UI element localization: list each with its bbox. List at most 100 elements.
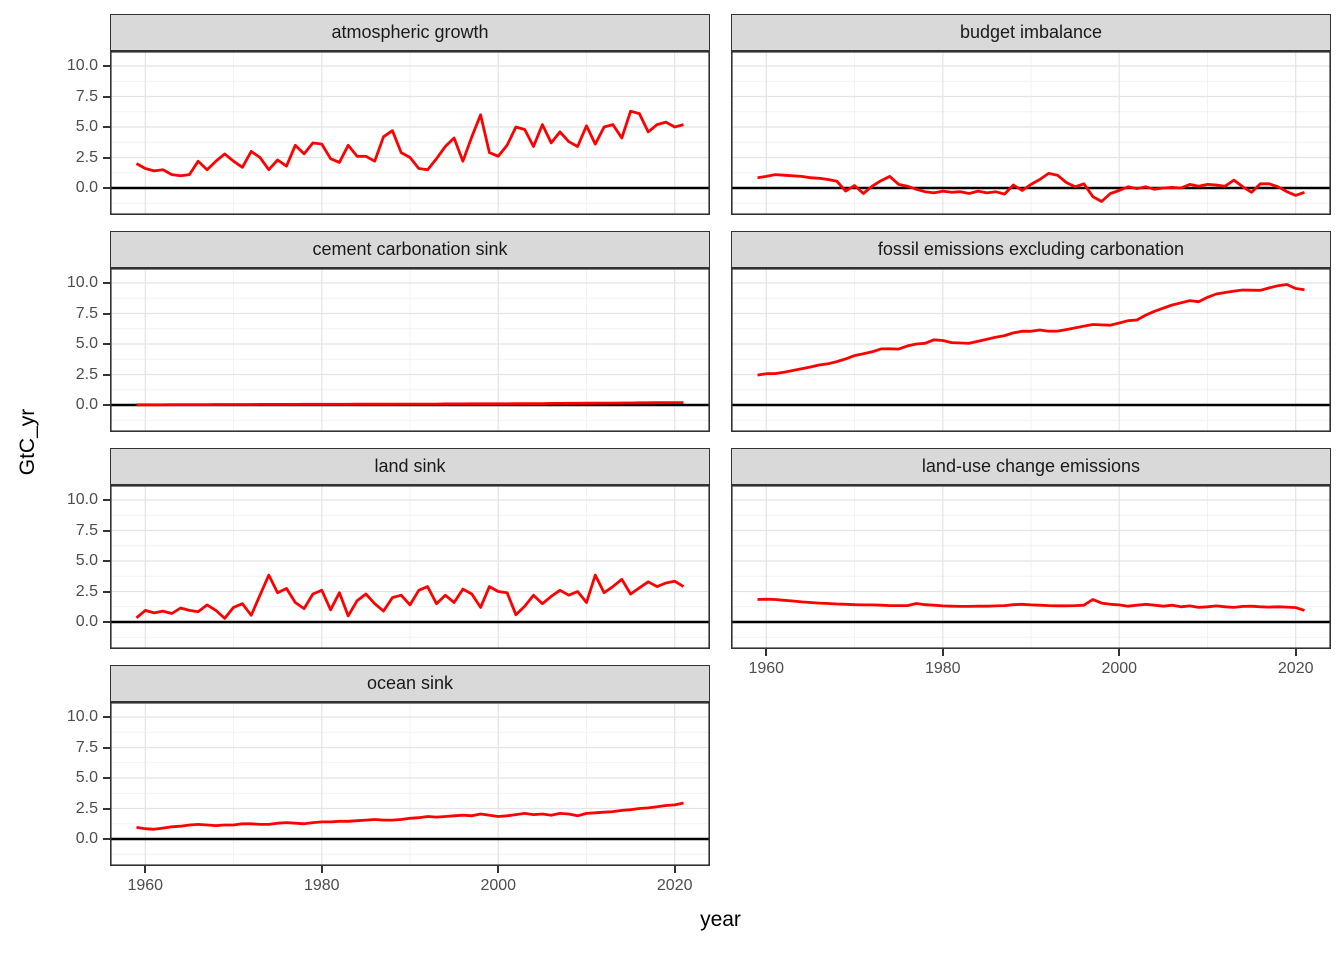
panel-border (731, 268, 1331, 432)
plot-area (110, 485, 710, 649)
data-line (135, 109, 684, 178)
facet-strip: land-use change emissions (731, 448, 1331, 485)
facet-strip: budget imbalance (731, 14, 1331, 51)
y-tick-mark (103, 282, 110, 284)
y-tick-label: 0.0 (75, 613, 98, 631)
y-tick-mark (103, 777, 110, 780)
facet-strip-title: land sink (374, 456, 446, 476)
y-tick-label: 2.5 (75, 365, 98, 383)
y-tick-mark (103, 838, 110, 841)
facet-strip: atmospheric growth (110, 14, 710, 51)
y-tick-mark (103, 156, 110, 159)
x-tick-label: 1960 (748, 660, 785, 677)
x-tick-label: 2020 (656, 877, 693, 894)
facet-panel: cement carbonation sink (110, 231, 710, 432)
y-tick-label: 7.5 (75, 738, 98, 756)
y-tick-mark (103, 621, 110, 624)
y-tick-mark (103, 746, 110, 749)
facet-strip-title: budget imbalance (959, 22, 1103, 42)
y-tick-mark (103, 716, 110, 718)
facet-panel: budget imbalance (731, 14, 1331, 215)
facet-strip: land sink (110, 448, 710, 485)
y-tick-mark (103, 404, 110, 407)
y-tick-mark (103, 95, 110, 98)
facet-strip-title: fossil emissions excluding carbonation (877, 239, 1185, 259)
x-tick-label: 1980 (303, 877, 340, 894)
y-tick-mark (103, 187, 110, 190)
y-tick-mark (103, 499, 110, 501)
facet-strip: fossil emissions excluding carbonation (731, 231, 1331, 268)
facet-strip: ocean sink (110, 665, 710, 702)
x-tick-label: 2000 (1101, 660, 1138, 677)
y-tick-mark (103, 560, 110, 563)
panel-border (110, 702, 710, 866)
x-tick-mark (144, 866, 147, 873)
y-tick-mark (103, 590, 110, 593)
facet-panel: fossil emissions excluding carbonation (731, 231, 1331, 432)
panel-border (110, 485, 710, 649)
y-tick-mark (103, 65, 110, 67)
panel-border (731, 51, 1331, 215)
y-tick-mark (103, 807, 110, 810)
y-tick-label: 0.0 (75, 830, 98, 848)
x-tick-mark (673, 866, 676, 873)
panel-border (731, 485, 1331, 649)
x-axis-title: year (700, 908, 741, 931)
facet-strip-title: cement carbonation sink (312, 239, 508, 259)
data-line (135, 573, 685, 620)
y-tick-label: 5.0 (75, 769, 98, 787)
facet-strip: cement carbonation sink (110, 231, 710, 268)
x-tick-mark (320, 866, 323, 873)
x-tick-label: 1980 (924, 660, 961, 677)
y-tick-label: 10.0 (66, 491, 98, 508)
y-tick-label: 10.0 (66, 274, 98, 291)
y-tick-label: 0.0 (75, 396, 98, 414)
data-line (757, 172, 1305, 203)
y-tick-mark (103, 343, 110, 346)
panel-border (110, 268, 710, 432)
plot-area (731, 268, 1331, 432)
y-tick-label: 5.0 (75, 552, 98, 570)
plot-area (110, 51, 710, 215)
y-tick-label: 2.5 (75, 582, 98, 600)
data-line (757, 597, 1305, 612)
y-tick-label: 10.0 (66, 57, 98, 74)
facet-panel: land-use change emissions (731, 448, 1331, 649)
data-line (136, 401, 684, 407)
facet-strip-title: ocean sink (366, 673, 454, 693)
y-tick-label: 5.0 (75, 118, 98, 136)
y-tick-mark (103, 529, 110, 532)
x-tick-mark (765, 649, 768, 656)
x-tick-mark (941, 649, 944, 656)
y-tick-label: 2.5 (75, 799, 98, 817)
plot-area (110, 702, 710, 866)
facet-strip-title: land-use change emissions (921, 456, 1141, 476)
plot-area (731, 485, 1331, 649)
x-tick-mark (497, 866, 500, 873)
facet-strip-title: atmospheric growth (331, 22, 489, 42)
y-tick-label: 5.0 (75, 335, 98, 353)
y-tick-label: 7.5 (75, 87, 98, 105)
y-tick-label: 2.5 (75, 148, 98, 166)
y-tick-mark (103, 373, 110, 376)
plot-area (731, 51, 1331, 215)
panel-border (110, 51, 710, 215)
y-tick-label: 10.0 (66, 708, 98, 725)
x-tick-mark (1118, 649, 1121, 656)
y-tick-mark (103, 312, 110, 315)
x-tick-label: 1960 (127, 877, 164, 894)
data-line (136, 801, 684, 831)
facet-panel: land sink (110, 448, 710, 649)
facet-panel: ocean sink (110, 665, 710, 866)
y-tick-label: 0.0 (75, 179, 98, 197)
y-tick-label: 7.5 (75, 521, 98, 539)
x-tick-label: 2000 (480, 877, 517, 894)
x-tick-label: 2020 (1277, 660, 1314, 677)
x-tick-mark (1294, 649, 1297, 656)
y-tick-mark (103, 126, 110, 129)
facet-panel: atmospheric growth (110, 14, 710, 215)
data-line (757, 283, 1305, 377)
y-tick-label: 7.5 (75, 304, 98, 322)
plot-area (110, 268, 710, 432)
